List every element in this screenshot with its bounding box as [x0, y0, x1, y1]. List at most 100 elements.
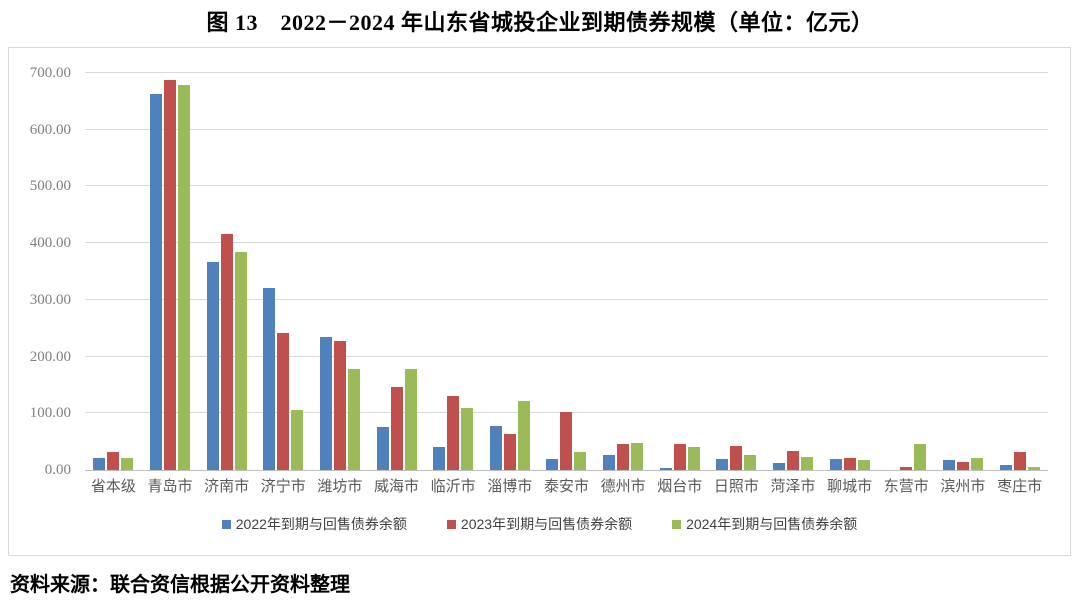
legend-label-2022: 2022年到期与回售债券余额	[235, 516, 407, 532]
bar-group-菏泽市	[765, 73, 822, 470]
legend: 2022年到期与回售债券余额 2023年到期与回售债券余额 2024年到期与回售…	[9, 514, 1070, 534]
bar-济南市-2024年	[234, 251, 247, 470]
bar-烟台市-2024年	[687, 447, 700, 470]
bar-group-枣庄市	[991, 73, 1048, 470]
gridline-200	[85, 355, 1048, 357]
bar-济南市-2023年	[220, 233, 233, 470]
y-tick-label: 600.00	[29, 121, 71, 138]
bar-聊城市-2022年	[829, 458, 842, 470]
bar-济宁市-2024年	[291, 409, 304, 470]
bar-日照市-2023年	[730, 446, 743, 470]
bar-泰安市-2022年	[546, 458, 559, 470]
x-tick-label-烟台市: 烟台市	[657, 478, 703, 495]
bar-青岛市-2023年	[163, 80, 176, 470]
bar-group-济宁市	[255, 73, 312, 470]
bar-日照市-2022年	[716, 459, 729, 470]
bar-group-潍坊市	[312, 73, 369, 470]
bar-group-威海市	[368, 73, 425, 470]
bar-group-济南市	[198, 73, 255, 470]
legend-swatch-2022	[221, 519, 231, 529]
bar-聊城市-2024年	[857, 460, 870, 470]
bar-group-烟台市	[651, 73, 708, 470]
chart-title: 图 13 2022－2024 年山东省城投企业到期债券规模（单位：亿元）	[206, 10, 874, 35]
legend-swatch-2023	[446, 519, 456, 529]
x-tick-label-东营市: 东营市	[883, 478, 929, 495]
source-note: 资料来源：联合资信根据公开资料整理	[10, 574, 350, 596]
x-tick-label-泰安市: 泰安市	[543, 478, 589, 495]
y-tick-label: 700.00	[29, 65, 71, 81]
legend-label-2023: 2023年到期与回售债券余额	[460, 516, 633, 532]
bar-威海市-2022年	[376, 427, 389, 470]
x-tick-label-枣庄市: 枣庄市	[997, 478, 1043, 495]
bar-菏泽市-2023年	[787, 451, 800, 470]
bar-淄博市-2023年	[503, 433, 516, 470]
bar-省本级-2023年	[107, 452, 120, 470]
bar-临沂市-2023年	[447, 396, 460, 470]
bar-临沂市-2024年	[461, 408, 474, 470]
bar-group-青岛市	[142, 73, 199, 470]
gridline-300	[85, 298, 1048, 300]
bar-group-省本级	[85, 73, 142, 470]
y-tick-label: 100.00	[29, 405, 71, 422]
bar-滨州市-2022年	[943, 460, 956, 470]
bar-group-淄博市	[482, 73, 539, 470]
bar-青岛市-2022年	[149, 93, 162, 470]
bar-group-东营市	[878, 73, 935, 470]
bar-烟台市-2023年	[673, 443, 686, 470]
x-tick-label-滨州市: 滨州市	[940, 478, 986, 495]
bar-淄博市-2024年	[517, 400, 530, 470]
bar-潍坊市-2024年	[347, 369, 360, 470]
bar-菏泽市-2022年	[773, 462, 786, 470]
legend-item-2024: 2024年到期与回售债券余额	[672, 514, 857, 534]
bar-潍坊市-2022年	[319, 337, 332, 470]
x-tick-label-省本级: 省本级	[90, 478, 136, 495]
bar-日照市-2024年	[744, 454, 757, 470]
bar-济宁市-2023年	[277, 333, 290, 470]
y-tick-label: 200.00	[29, 348, 71, 365]
bar-济宁市-2022年	[263, 287, 276, 470]
x-tick-label-菏泽市: 菏泽市	[770, 478, 816, 495]
gridline-400	[85, 242, 1048, 244]
x-tick-label-日照市: 日照市	[713, 478, 759, 495]
bar-group-日照市	[708, 73, 765, 470]
bar-青岛市-2024年	[177, 84, 190, 470]
bar-潍坊市-2023年	[333, 341, 346, 470]
legend-item-2023: 2023年到期与回售债券余额	[446, 514, 633, 534]
y-tick-label: 300.00	[29, 291, 71, 308]
bar-泰安市-2024年	[574, 451, 587, 470]
legend-item-2022: 2022年到期与回售债券余额	[221, 514, 407, 534]
bar-group-滨州市	[935, 73, 992, 470]
bar-枣庄市-2023年	[1013, 452, 1026, 470]
y-tick-label: 400.00	[29, 235, 71, 252]
gridline-500	[85, 185, 1048, 187]
bar-威海市-2023年	[390, 386, 403, 470]
x-axis-labels: 省本级 青岛市 济南市 济宁市 潍坊市 威海市 临沂市 淄博市 泰安市 德州市 烟台市 日照市 菏泽市聊…	[85, 475, 1048, 496]
bar-泰安市-2023年	[560, 412, 573, 470]
bar-group-临沂市	[425, 73, 482, 470]
x-tick-label-济宁市: 济宁市	[260, 478, 306, 495]
x-tick-label-潍坊市: 潍坊市	[317, 478, 363, 495]
bar-group-聊城市	[821, 73, 878, 470]
x-tick-label-聊城市: 聊城市	[827, 478, 873, 495]
bar-德州市-2022年	[603, 455, 616, 470]
x-tick-label-威海市: 威海市	[374, 478, 420, 495]
bar-group-德州市	[595, 73, 652, 470]
bar-德州市-2024年	[631, 442, 644, 470]
y-tick-label: 0.00	[44, 462, 71, 478]
bar-烟台市-2022年	[659, 467, 672, 470]
x-tick-label-德州市: 德州市	[600, 478, 646, 495]
bar-东营市-2024年	[914, 443, 927, 470]
bar-枣庄市-2024年	[1027, 466, 1040, 470]
gridline-600	[85, 128, 1048, 130]
bar-滨州市-2023年	[957, 461, 970, 470]
gridline-700	[85, 72, 1048, 73]
legend-label-2024: 2024年到期与回售债券余额	[686, 516, 858, 532]
bar-临沂市-2022年	[433, 447, 446, 470]
bar-威海市-2024年	[404, 369, 417, 470]
bar-省本级-2022年	[93, 458, 106, 470]
bar-菏泽市-2024年	[801, 456, 814, 470]
bar-group-泰安市	[538, 73, 595, 470]
x-tick-label-青岛市: 青岛市	[147, 478, 193, 495]
bar-枣庄市-2022年	[999, 465, 1012, 470]
